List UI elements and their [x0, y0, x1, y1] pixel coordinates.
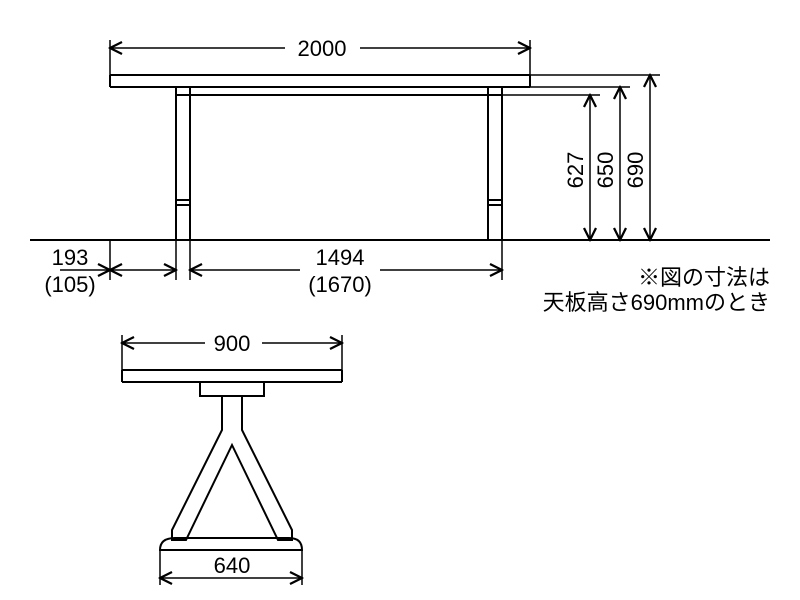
- dim-1494-label: 1494: [316, 245, 365, 270]
- dim-627-label: 627: [563, 152, 588, 189]
- side-view: [122, 370, 342, 550]
- dim-overhang: 193 (105): [44, 240, 176, 297]
- dim-side-900: 900: [122, 331, 342, 370]
- dim-900-label: 900: [214, 331, 251, 356]
- dim-690-label: 690: [623, 152, 648, 189]
- dim-193-label: 193: [52, 245, 89, 270]
- dim-side-640: 640: [160, 550, 302, 585]
- dim-width-2000: 2000: [110, 36, 530, 75]
- note-line1: ※図の寸法は: [638, 265, 770, 290]
- dim-650-label: 650: [593, 152, 618, 189]
- dim-heights: 627 650 690: [502, 75, 660, 240]
- dim-640-label: 640: [214, 553, 251, 578]
- dim-2000-label: 2000: [298, 36, 347, 61]
- dim-legspan: 1494 (1670): [190, 240, 502, 297]
- dim-105-label: (105): [44, 272, 95, 297]
- note-line2: 天板高さ690mmのとき: [543, 290, 770, 315]
- front-view: [30, 75, 770, 240]
- dim-1670-label: (1670): [308, 272, 372, 297]
- dimension-drawing: 2000 193 (105) 1494 (1670) 627 650 690 ※…: [0, 0, 800, 600]
